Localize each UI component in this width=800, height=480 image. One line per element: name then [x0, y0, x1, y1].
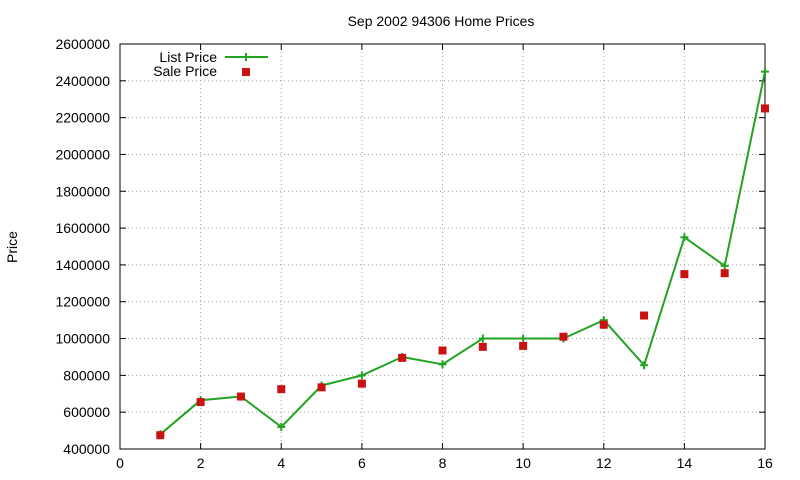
legend-label-sale-price: Sale Price	[153, 63, 217, 79]
list-price-point	[357, 371, 366, 380]
sale-price-point	[438, 346, 447, 355]
y-tick-label: 2200000	[55, 110, 110, 126]
x-tick-label: 8	[439, 455, 447, 471]
chart-title: Sep 2002 94306 Home Prices	[348, 13, 535, 29]
list-price-point	[277, 422, 286, 431]
sale-price-point	[680, 270, 689, 279]
list-price-point	[438, 360, 447, 369]
list-price-point	[478, 334, 487, 343]
sale-price-point	[478, 342, 487, 351]
y-tick-label: 1800000	[55, 183, 110, 199]
y-tick-label: 2000000	[55, 146, 110, 162]
sale-price-point	[398, 353, 407, 362]
list-price-point	[720, 261, 729, 270]
sale-price-point	[357, 379, 366, 388]
x-tick-label: 2	[197, 455, 205, 471]
y-tick-label: 2400000	[55, 73, 110, 89]
legend-marker-list-price	[242, 53, 250, 61]
x-tick-label: 4	[277, 455, 285, 471]
list-price-line	[159, 71, 766, 436]
y-tick-label: 800000	[63, 367, 110, 383]
y-tick-label: 1200000	[55, 294, 110, 310]
legend-marker-sale-price	[242, 68, 250, 76]
y-tick-label: 400000	[63, 441, 110, 457]
y-tick-label: 1400000	[55, 257, 110, 273]
sale-price-point	[277, 385, 286, 394]
x-tick-label: 16	[757, 455, 773, 471]
sale-price-point	[236, 392, 245, 401]
sale-price-point	[640, 311, 649, 320]
x-tick-label: 0	[116, 455, 124, 471]
sale-price-point	[317, 383, 326, 392]
legend-label-list-price: List Price	[159, 49, 217, 65]
sale-price-point	[761, 104, 769, 113]
list-price-point	[519, 334, 528, 343]
sale-price-point	[720, 269, 729, 278]
x-axis: 0 2 4 6 8 10 12 14 16	[116, 44, 773, 471]
y-tick-label: 1600000	[55, 220, 110, 236]
sale-price-point	[559, 332, 568, 341]
y-tick-label: 2600000	[55, 36, 110, 52]
y-axis-label: Price	[4, 231, 20, 263]
list-price-point	[680, 233, 689, 242]
sale-price-point	[519, 341, 528, 350]
x-tick-label: 10	[515, 455, 531, 471]
sale-price-point	[156, 431, 165, 440]
sale-price-point	[196, 398, 205, 407]
y-tick-label: 1000000	[55, 331, 110, 347]
y-tick-label: 600000	[63, 404, 110, 420]
list-price-point	[761, 67, 769, 76]
series-layer	[156, 67, 769, 440]
x-tick-label: 14	[677, 455, 693, 471]
x-tick-label: 12	[596, 455, 612, 471]
list-price-point	[640, 361, 649, 370]
sale-price-point	[599, 320, 608, 329]
y-axis: 400000 600000 800000 1000000 1200000 1400000 1…	[55, 36, 765, 457]
x-tick-label: 6	[358, 455, 366, 471]
